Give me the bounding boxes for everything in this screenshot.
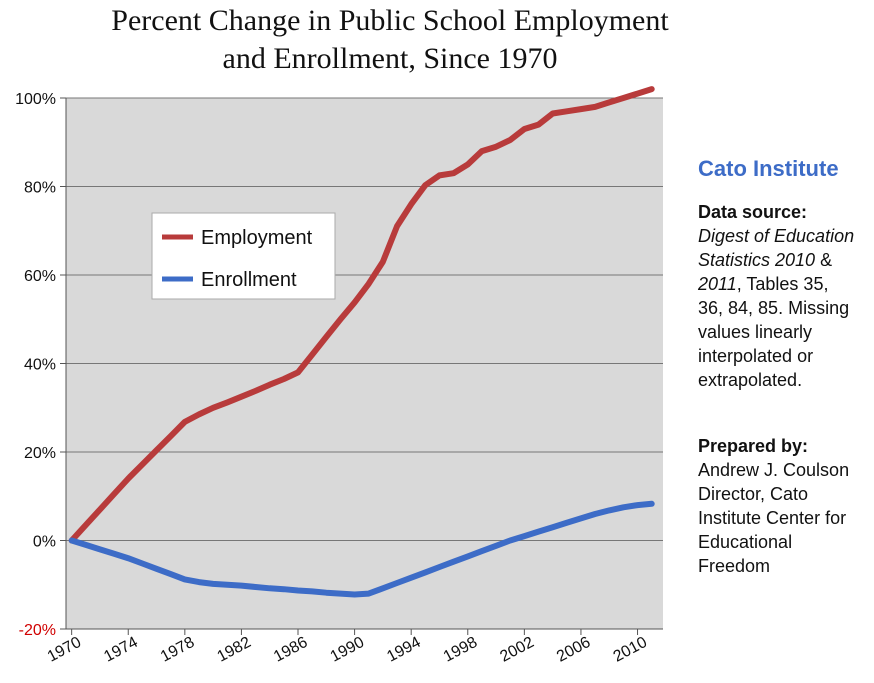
data-source-line-7: extrapolated. [698, 370, 803, 390]
data-source-line-6: interpolated or [698, 346, 814, 366]
brand-label: Cato Institute [698, 156, 839, 181]
data-source-note: Data source: Digest of Education Statist… [698, 200, 874, 392]
x-tick-label: 1994 [384, 634, 423, 666]
legend-label-employment: Employment [201, 227, 313, 249]
y-tick-label: 60% [24, 268, 56, 285]
x-tick-label: 1998 [441, 634, 480, 666]
y-tick-label: 0% [33, 534, 56, 551]
x-tick-label: 2010 [611, 634, 650, 666]
chart-title-line-1: Percent Change in Public School Employme… [111, 4, 669, 37]
prepared-line-1: Andrew J. Coulson [698, 460, 850, 480]
series-line-enrollment [68, 500, 655, 598]
x-tick-label: 1990 [328, 634, 367, 666]
y-tick-label: 80% [24, 180, 56, 197]
prepared-line-4: Educational [698, 532, 793, 552]
data-source-heading: Data source: [698, 202, 808, 222]
data-source-line-1: Digest of Education [698, 226, 855, 246]
y-tick-label: 100% [15, 91, 56, 108]
chart-title: Percent Change in Public School Employme… [0, 2, 780, 78]
legend-box [151, 212, 336, 300]
y-tick-label: 40% [24, 357, 56, 374]
legend: Employment Enrollment [151, 212, 336, 300]
x-tick-label: 1974 [101, 634, 140, 666]
prepared-line-3: Institute Center for [698, 508, 847, 528]
data-source-line-2: Statistics 2010 & [698, 248, 874, 272]
prepared-line-2: Director, Cato [698, 484, 809, 504]
x-tick-label: 1982 [214, 634, 253, 666]
data-source-rest-1: , Tables 35, [736, 274, 829, 294]
y-tick-label: 20% [24, 445, 56, 462]
data-source-line-5: values linearly [698, 322, 813, 342]
x-tick-label: 2002 [497, 634, 536, 666]
legend-label-enrollment: Enrollment [201, 269, 297, 291]
data-source-amp: & [815, 250, 833, 270]
prepared-heading: Prepared by: [698, 436, 809, 456]
y-axis: 100% 80% 60% 40% 20% 0% -20% [15, 91, 67, 639]
series-lines [68, 86, 655, 598]
prepared-by-note: Prepared by: Andrew J. Coulson Director,… [698, 434, 874, 578]
x-axis: 1970 1974 1978 1982 1986 1990 1994 1998 2002 2006… [45, 628, 663, 666]
x-tick-label: 1978 [158, 634, 197, 666]
data-source-line-3: 2011, Tables 35, [698, 272, 874, 296]
chart-title-line-2: and Enrollment, Since 1970 [222, 42, 558, 75]
x-tick-label: 1986 [271, 634, 310, 666]
data-source-line-4: 36, 84, 85. Missing [698, 298, 850, 318]
x-tick-label: 2006 [554, 634, 593, 666]
y-tick-label: -20% [19, 622, 56, 639]
data-source-italic-2: Statistics 2010 [698, 250, 816, 270]
data-source-italic-3: 2011 [698, 274, 737, 294]
series-line-employment [68, 86, 655, 544]
prepared-line-5: Freedom [698, 556, 771, 576]
